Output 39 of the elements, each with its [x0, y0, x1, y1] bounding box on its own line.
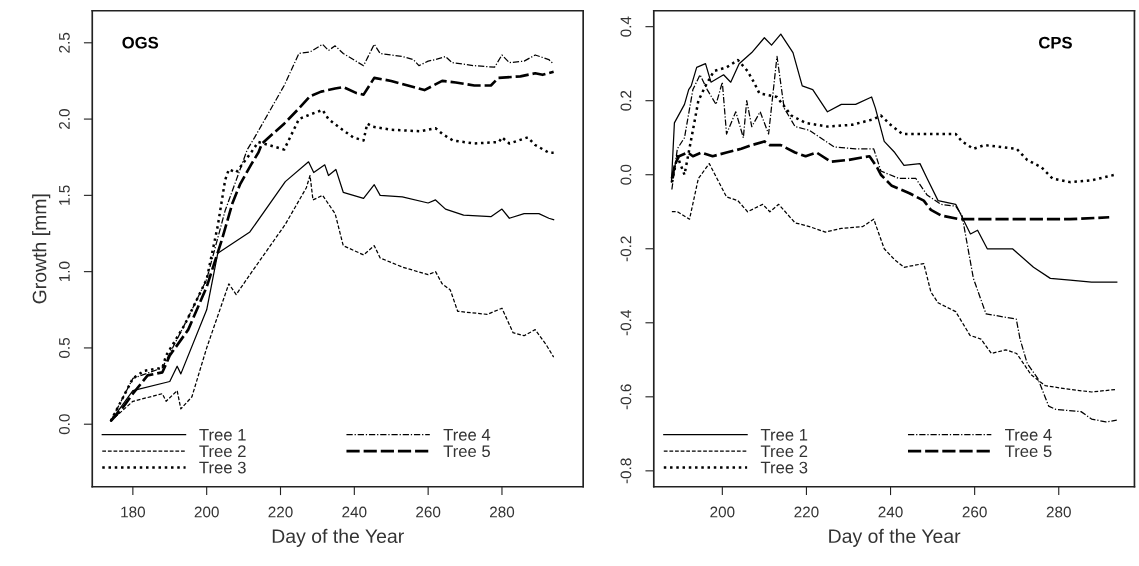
y-tick-label: -0.8	[620, 458, 632, 484]
legend-label: Tree 5	[1005, 445, 1052, 458]
legend-label: Tree 3	[760, 461, 808, 474]
x-tick-label: 260	[962, 506, 987, 518]
y-tick-label: 0.5	[58, 337, 70, 358]
y-tick-label: 2.5	[58, 32, 70, 53]
y-tick-label: 1.0	[58, 261, 70, 282]
x-tick-label: 260	[416, 506, 441, 518]
annotation: OGS	[122, 36, 159, 49]
y-tick-label: -0.6	[620, 384, 632, 410]
y-tick-label: -0.4	[620, 310, 632, 336]
x-tick-label: 240	[342, 506, 367, 518]
x-axis-title: Day of the Year	[272, 528, 404, 547]
y-tick-label: 0.4	[620, 16, 632, 37]
legend-label: Tree 4	[1005, 429, 1052, 441]
legend-label: Tree 2	[760, 445, 808, 458]
legend-label: Tree 3	[199, 461, 246, 474]
y-tick-label: 1.5	[59, 185, 70, 205]
x-axis-title: Day of the Year	[829, 528, 961, 547]
x-tick-label: 200	[710, 506, 735, 518]
y-tick-label: 0.0	[620, 164, 632, 185]
y-tick-label: -0.2	[620, 236, 632, 262]
legend-label: Tree 1	[199, 429, 246, 441]
y-tick-label: 0.0	[58, 414, 70, 435]
x-tick-label: 240	[878, 506, 903, 518]
x-tick-label: 280	[489, 506, 515, 518]
y-axis-title: Growth [mm]	[32, 194, 51, 304]
x-tick-label: 180	[121, 506, 146, 518]
legend-label: Tree 4	[443, 429, 491, 441]
legend-label: Tree 5	[443, 445, 490, 458]
y-tick-label: 0.2	[620, 90, 632, 111]
x-tick-label: 220	[268, 506, 293, 518]
x-tick-label: 200	[194, 506, 219, 518]
x-tick-label: 280	[1046, 506, 1071, 518]
x-tick-label: 220	[794, 506, 819, 518]
annotation: CPS	[1039, 36, 1072, 49]
legend-label: Tree 1	[760, 429, 808, 441]
legend-label: Tree 2	[199, 445, 246, 458]
y-tick-label: 2.0	[58, 109, 70, 129]
